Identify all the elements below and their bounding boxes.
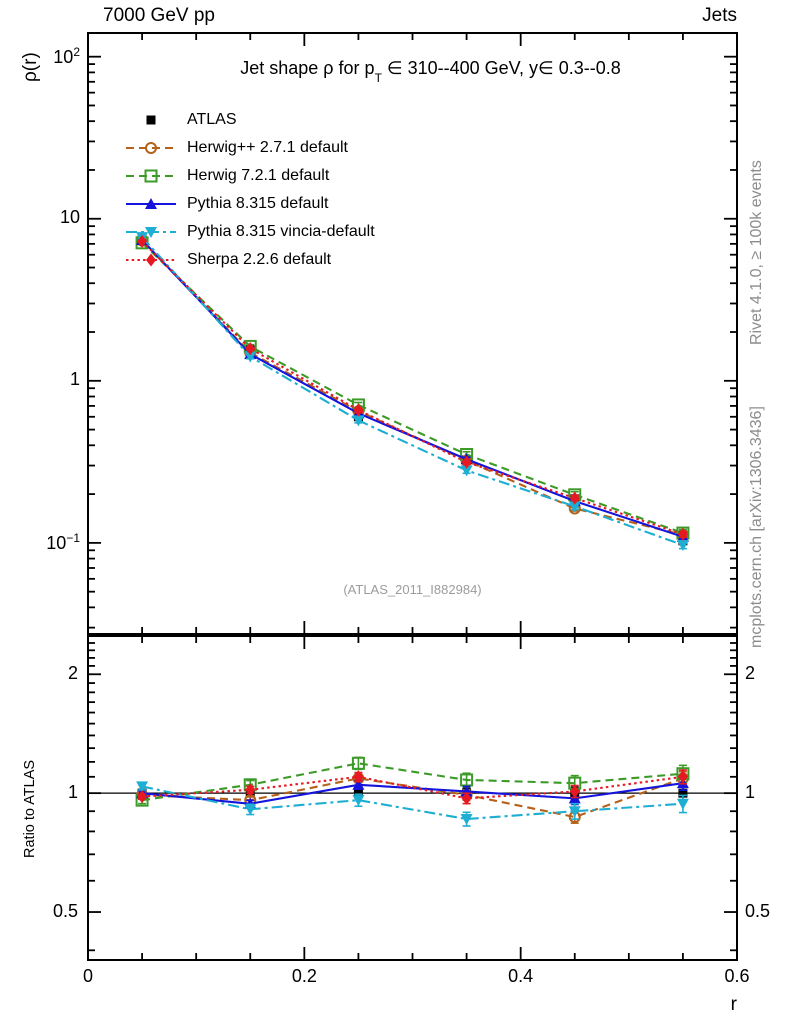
legend-item-sherpa: Sherpa 2.2.6 default: [125, 247, 331, 273]
legend-item-herwigpp-271: Herwig++ 2.7.1 default: [125, 135, 348, 161]
legend-label: Pythia 8.315 vincia-default: [187, 223, 375, 240]
ratio-y-tick-label-right: 2: [745, 663, 756, 684]
legend-label: ATLAS: [187, 111, 237, 128]
legend-marker-atlas: [125, 110, 177, 130]
legend-sample-icon: [126, 227, 176, 238]
legend-marker-herwig-721: [125, 166, 177, 186]
x-tick-label: 0.2: [291, 966, 317, 986]
legend-label: Herwig++ 2.7.1 default: [187, 139, 348, 156]
ratio-y-axis-title: Ratio to ATLAS: [22, 759, 38, 858]
legend-sample-icon: [126, 253, 176, 267]
legend-marker-pythia-default: [125, 194, 177, 214]
axis-ticks: [87, 33, 738, 960]
plot-title-post: ∈ 310--400 GeV, y∈ 0.3--0.8: [381, 58, 621, 78]
legend-sample-icon: [126, 198, 176, 209]
ratio-y-tick-label-right: 0.5: [745, 901, 771, 922]
plot-title-pre: Jet shape ρ for p: [240, 58, 375, 78]
mcplots-reference-label: mcplots.cern.ch [arXiv:1306.3436]: [748, 406, 765, 648]
analysis-group-label: Jets: [702, 5, 737, 26]
legend-sample-icon: [126, 142, 176, 154]
main-y-tick-label: 102: [53, 44, 80, 67]
legend-label: Sherpa 2.2.6 default: [187, 251, 332, 268]
x-tick-label: 0.6: [724, 966, 750, 986]
ratio-y-tick-label-right: 1: [745, 782, 756, 803]
ratio-y-tick-label-left: 0.5: [52, 901, 78, 922]
main-y-tick-label: 10−1: [46, 530, 80, 553]
main-y-tick-label: 10: [59, 206, 80, 227]
plot-title: Jet shape ρ for pT ∈ 310--400 GeV, y∈ 0.…: [106, 58, 755, 85]
legend-label: Pythia 8.315 default: [187, 195, 329, 212]
series-pythia-8-315-vincia-default: [136, 232, 689, 827]
legend-marker-pythia-vincia: [125, 222, 177, 242]
x-tick-label: 0: [82, 966, 93, 986]
legend-item-herwig-721: Herwig 7.2.1 default: [125, 163, 329, 189]
legend-marker-herwigpp-271: [125, 138, 177, 158]
legend-sample-icon: [126, 169, 176, 183]
series-herwig-7-2-1-default: [135, 236, 690, 807]
series-sherpa-2-2-6-default: [137, 234, 688, 805]
analysis-id-watermark: (ATLAS_2011_I882984): [343, 582, 482, 597]
legend-item-pythia-vincia: Pythia 8.315 vincia-default: [125, 219, 375, 245]
legend-item-atlas: ATLAS: [125, 107, 237, 133]
ratio-y-tick-label-left: 2: [67, 663, 78, 684]
x-tick-label: 0.4: [508, 966, 534, 986]
plot-title-sub: T: [374, 70, 382, 85]
beam-energy-label: 7000 GeV pp: [103, 5, 215, 26]
main-y-tick-label: 1: [69, 368, 80, 389]
legend-item-pythia-default: Pythia 8.315 default: [125, 191, 328, 217]
rivet-version-label: Rivet 4.1.0, ≥ 100k events: [748, 160, 765, 345]
series-pythia-8-315-default: [136, 233, 689, 809]
legend-marker-sherpa: [125, 250, 177, 270]
ratio-y-tick-label-left: 1: [67, 782, 78, 803]
legend-label: Herwig 7.2.1 default: [187, 167, 330, 184]
legend-sample-icon: [146, 115, 156, 125]
x-axis-title: r: [730, 994, 737, 1015]
